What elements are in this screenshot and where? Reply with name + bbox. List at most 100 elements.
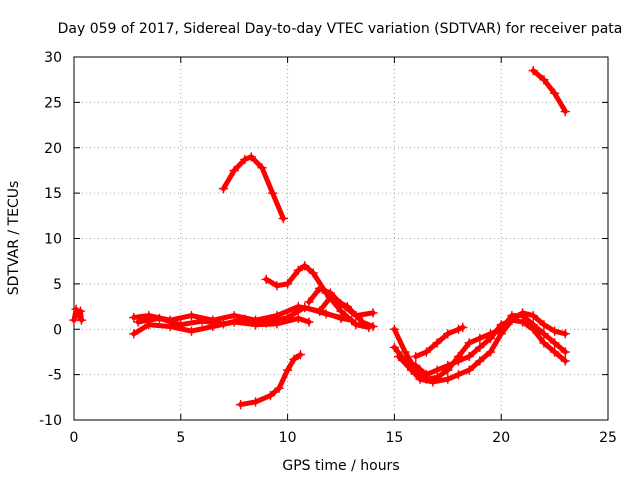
data-point-marker	[453, 369, 464, 380]
x-axis-label: GPS time / hours	[282, 458, 399, 474]
data-point-marker	[539, 319, 549, 330]
data-point-marker	[186, 326, 197, 336]
data-point-marker	[293, 313, 304, 324]
data-point-marker	[186, 310, 197, 321]
data-point-marker	[246, 152, 257, 162]
data-point-marker	[432, 338, 442, 348]
data-point-marker	[475, 342, 485, 353]
data-point-marker	[129, 312, 139, 323]
data-point-marker	[549, 347, 560, 357]
data-point-marker	[351, 319, 361, 330]
data-point-marker	[560, 106, 571, 117]
y-axis-label: SDTVAR / TECUs	[6, 181, 22, 296]
data-point-marker	[560, 329, 571, 339]
data-point-marker	[539, 338, 549, 348]
data-point-marker	[368, 321, 378, 332]
data-point-marker	[299, 302, 310, 313]
data-point-marker	[314, 283, 325, 294]
data-point-marker	[321, 309, 331, 319]
data-point-marker	[475, 356, 485, 366]
data-point-marker	[443, 329, 453, 339]
data-point-marker	[549, 88, 560, 99]
y-tick-label: 25	[44, 95, 62, 111]
data-point-marker	[325, 292, 336, 303]
data-point-marker	[453, 324, 464, 334]
data-point-marker	[229, 165, 239, 176]
x-axis-ticks: 0 5 10 15 20 25	[70, 57, 617, 446]
data-point-marker	[549, 326, 560, 336]
data-point-marker	[458, 322, 468, 333]
data-point-marker	[197, 316, 207, 326]
data-point-marker	[393, 351, 404, 362]
data-point-marker	[282, 365, 293, 375]
y-axis-ticks: -10 -5 0 5 10 15 20 25 30	[39, 50, 608, 429]
data-point-marker	[274, 383, 284, 393]
data-point-marker	[133, 317, 143, 327]
data-point-marker	[560, 356, 571, 366]
x-tick-label: 0	[70, 430, 79, 446]
data-point-marker	[304, 297, 314, 307]
data-point-marker	[443, 360, 453, 371]
data-point-marker	[73, 310, 84, 321]
data-point-marker	[229, 310, 239, 321]
data-point-marker	[421, 347, 432, 357]
data-point-marker	[240, 154, 250, 165]
data-point-marker	[368, 308, 378, 318]
data-series	[69, 65, 571, 410]
data-point-marker	[411, 360, 421, 371]
data-point-marker	[261, 318, 271, 328]
data-point-marker	[76, 315, 87, 325]
data-point-marker	[282, 312, 293, 323]
y-tick-label: 30	[44, 50, 62, 66]
data-point-marker	[421, 369, 432, 380]
data-point-marker	[240, 314, 250, 325]
y-tick-label: 0	[53, 322, 62, 338]
data-point-marker	[299, 260, 310, 271]
data-point-marker	[176, 319, 186, 330]
data-point-marker	[314, 306, 325, 316]
data-point-marker	[464, 338, 474, 348]
x-tick-label: 20	[492, 430, 510, 446]
data-point-marker	[218, 319, 229, 329]
data-point-marker	[517, 308, 528, 318]
data-point-marker	[267, 188, 278, 198]
data-point-marker	[406, 365, 417, 375]
data-point-marker	[485, 333, 496, 344]
data-point-marker	[71, 304, 81, 315]
data-point-marker	[304, 317, 314, 327]
data-point-marker	[453, 356, 464, 366]
data-point-marker	[443, 374, 453, 384]
data-point-marker	[289, 354, 299, 364]
data-point-marker	[549, 338, 560, 348]
data-point-marker	[528, 65, 538, 76]
data-point-marker	[295, 349, 306, 360]
data-point-marker	[129, 329, 139, 339]
series-arc-12	[396, 310, 568, 385]
data-point-marker	[496, 329, 506, 339]
data-point-marker	[261, 274, 271, 285]
series-arc-14	[530, 68, 568, 114]
data-point-marker	[528, 310, 538, 321]
data-point-marker	[218, 183, 229, 194]
data-point-marker	[308, 268, 318, 278]
x-tick-label: 15	[385, 430, 403, 446]
data-point-marker	[250, 397, 261, 407]
data-point-marker	[507, 315, 517, 325]
y-tick-label: -10	[39, 413, 62, 429]
x-tick-label: 25	[599, 430, 617, 446]
data-point-marker	[400, 347, 410, 357]
data-point-marker	[528, 324, 538, 334]
data-point-marker	[517, 317, 528, 327]
data-point-marker	[428, 377, 438, 387]
data-point-marker	[282, 279, 293, 289]
series-arc-5	[263, 263, 372, 330]
x-tick-label: 10	[279, 430, 297, 446]
data-point-marker	[265, 390, 276, 401]
y-tick-label: 10	[44, 232, 62, 248]
data-point-marker	[475, 333, 485, 344]
data-point-marker	[389, 324, 400, 334]
data-point-marker	[560, 347, 571, 357]
data-point-marker	[75, 306, 86, 316]
grid-lines	[74, 57, 608, 420]
